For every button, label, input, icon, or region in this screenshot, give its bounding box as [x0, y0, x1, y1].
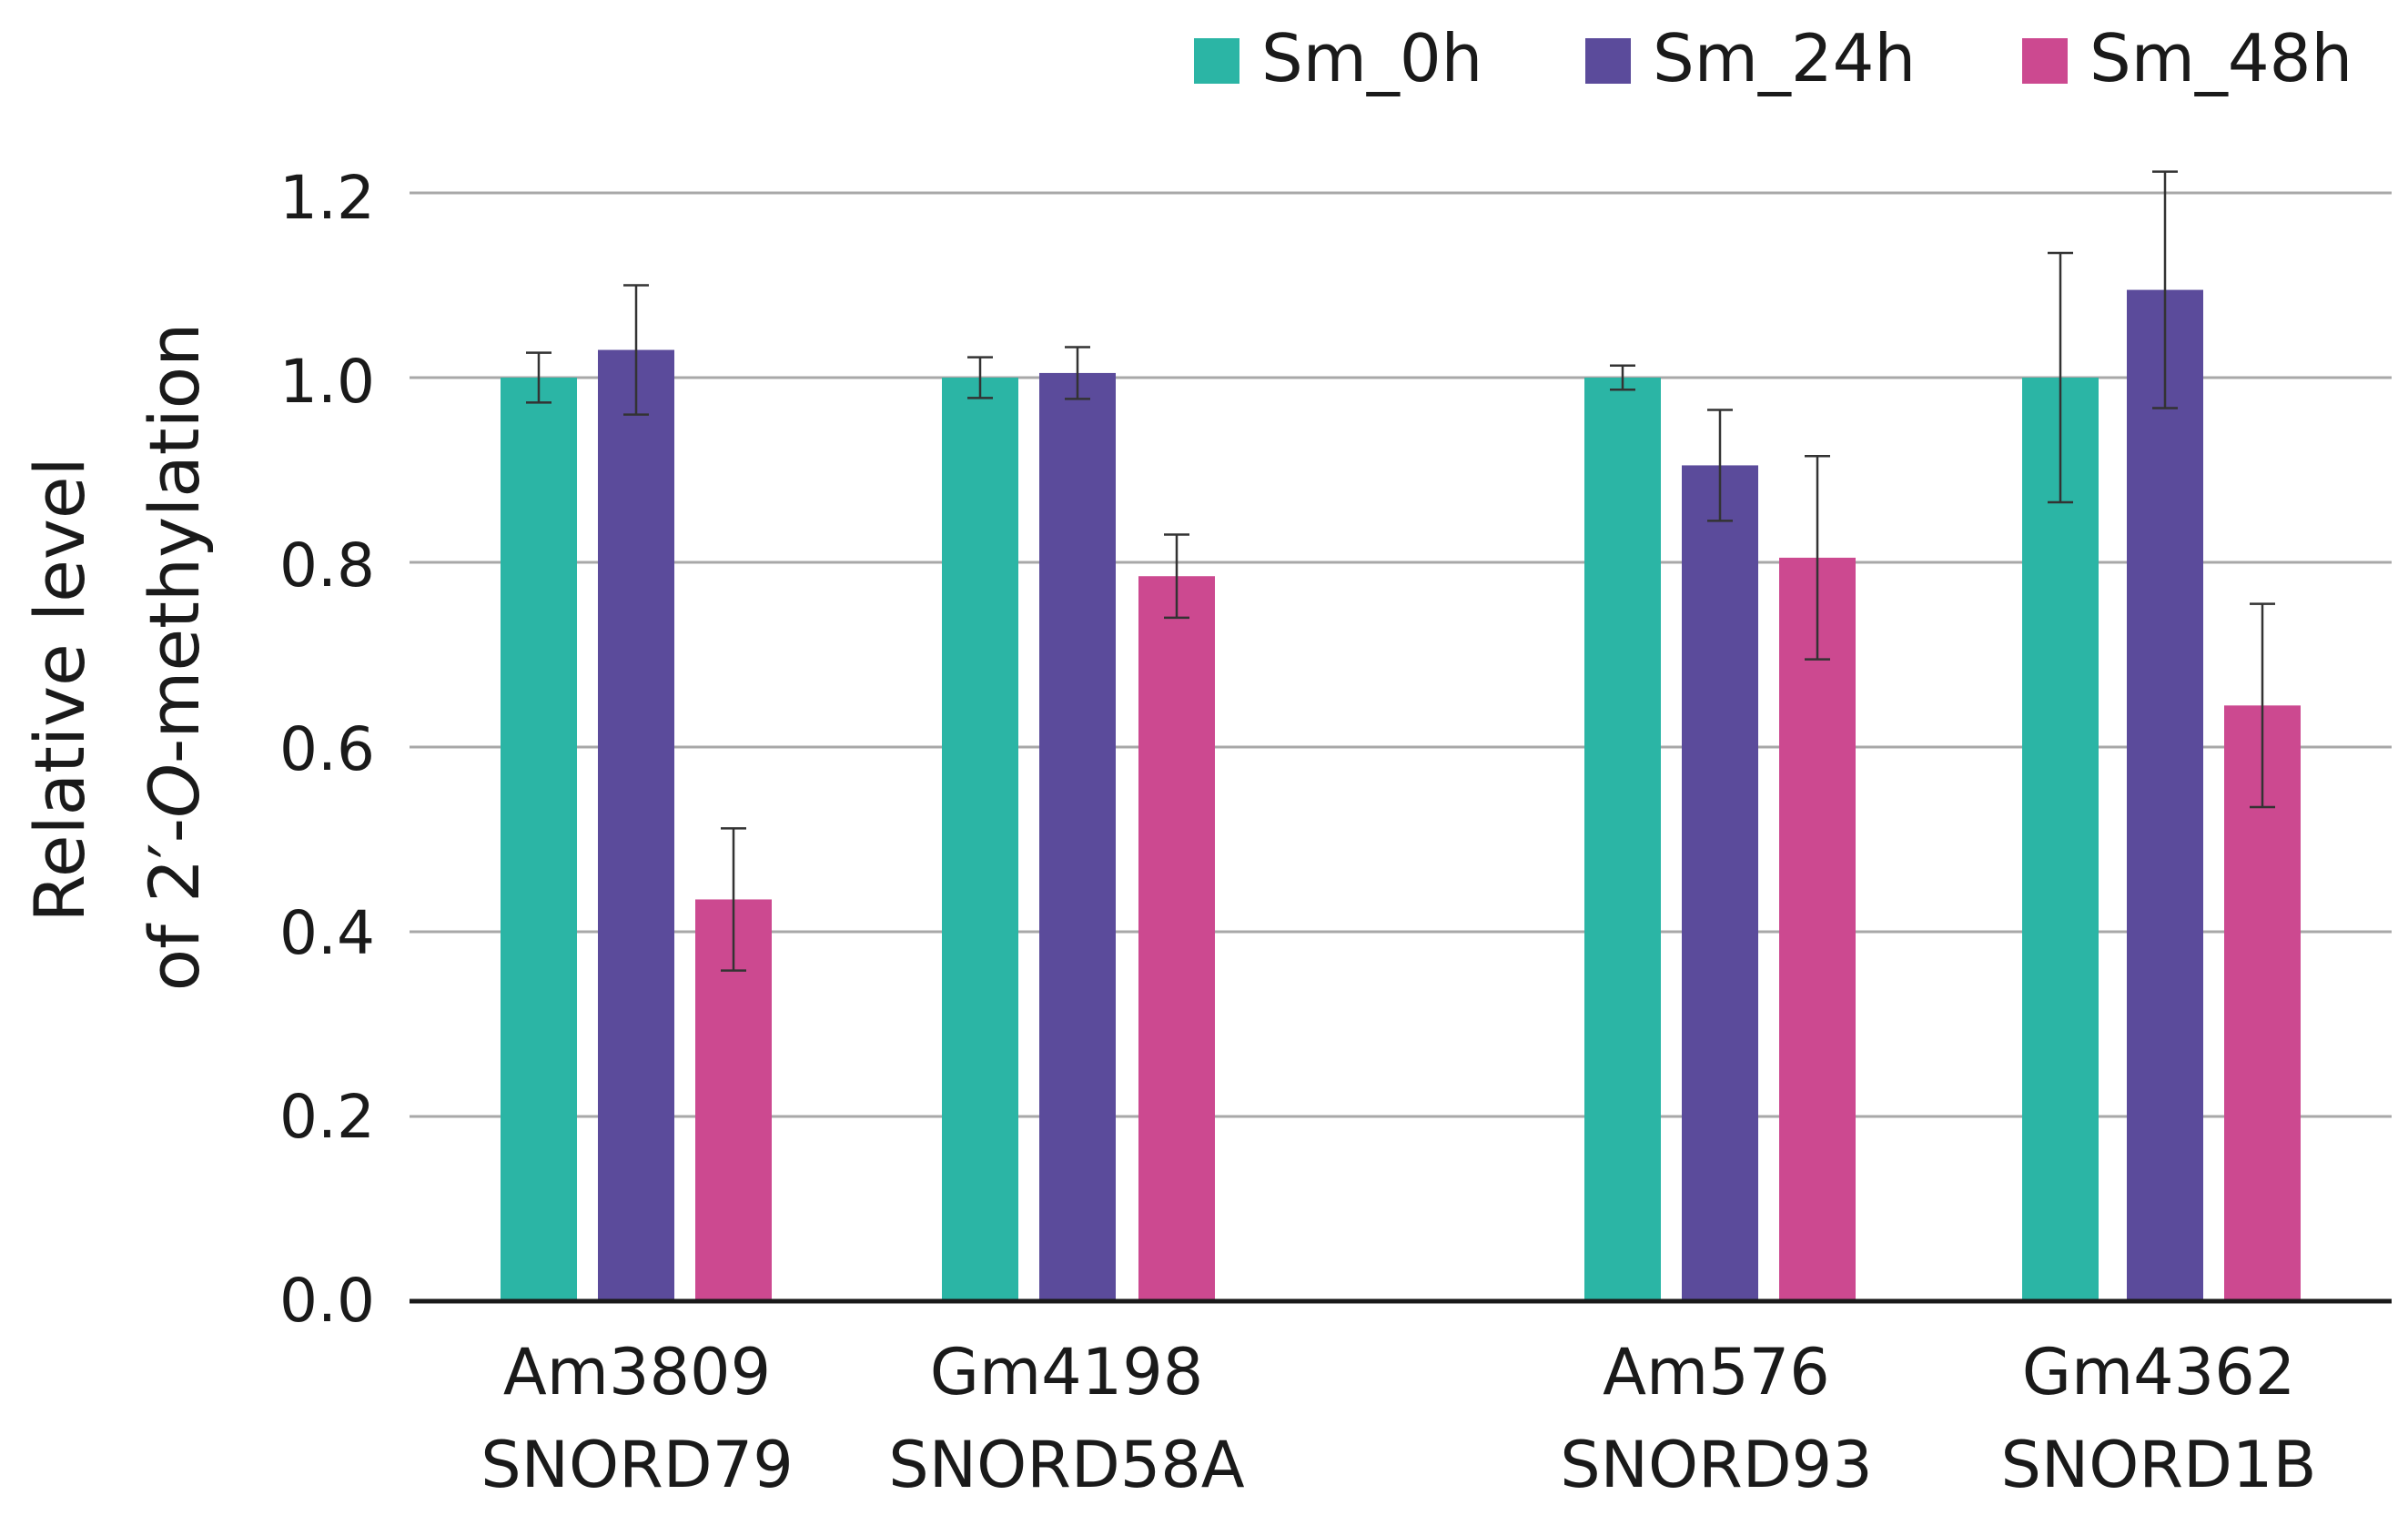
bar-gm4362-sm-24h — [2127, 289, 2203, 1302]
y-tick-label: 0.8 — [279, 530, 375, 601]
y-tick-label: 0.0 — [279, 1266, 375, 1336]
category-label-snord93: SNORD93 — [1560, 1428, 1873, 1502]
category-label-gm4198: Gm4198 — [930, 1335, 1204, 1409]
category-label-snord1b: SNORD1B — [2001, 1428, 2317, 1502]
category-label-snord58a: SNORD58A — [888, 1428, 1245, 1502]
y-axis-title-prefix: of 2′- — [134, 818, 215, 991]
error-bar-gm4362-sm-48h — [2250, 602, 2275, 809]
bar-gm4198-sm-48h — [1138, 576, 1215, 1301]
legend-swatch-sm-48h — [2022, 38, 2068, 84]
y-tick-label: 0.2 — [279, 1082, 375, 1152]
bar-am3809-sm-0h — [501, 378, 577, 1301]
legend-swatch-sm-24h — [1585, 38, 1631, 84]
error-bar-gm4198-sm-0h — [967, 356, 993, 399]
bar-gm4198-sm-24h — [1039, 372, 1116, 1301]
category-label-snord79: SNORD79 — [481, 1428, 794, 1502]
y-tick-label: 1.0 — [279, 347, 375, 417]
error-bar-gm4198-sm-24h — [1065, 346, 1090, 400]
error-bars — [526, 170, 2275, 972]
bar-gm4362-sm-0h — [2022, 378, 2099, 1301]
x-category-labels: Am3809 SNORD79 Gm4198 SNORD58A Am576 SNO… — [481, 1335, 2316, 1502]
legend: Sm_0h Sm_24h Sm_48h — [1194, 20, 2352, 96]
bar-am3809-sm-24h — [598, 349, 674, 1301]
y-axis-title-italic: O — [134, 763, 215, 818]
category-label-gm4362: Gm4362 — [2022, 1335, 2296, 1409]
bar-am576-sm-0h — [1584, 378, 1661, 1301]
error-bar-am3809-sm-48h — [721, 827, 746, 972]
legend-swatch-sm-0h — [1194, 38, 1239, 84]
y-tick-label: 0.6 — [279, 714, 375, 784]
bar-am576-sm-48h — [1779, 557, 1856, 1301]
error-bar-am576-sm-48h — [1805, 455, 1830, 661]
y-tick-labels: 0.0 0.2 0.4 0.6 0.8 1.0 1.2 — [279, 163, 375, 1336]
y-axis-title-suffix: -methylation — [134, 323, 215, 763]
category-label-am576: Am576 — [1603, 1335, 1830, 1409]
legend-label-sm-24h: Sm_24h — [1653, 20, 1916, 96]
legend-label-sm-48h: Sm_48h — [2089, 20, 2352, 96]
error-bar-am576-sm-24h — [1707, 409, 1733, 522]
bar-am576-sm-24h — [1682, 465, 1758, 1301]
y-tick-label: 1.2 — [279, 163, 375, 233]
y-axis-title-line1: Relative level — [19, 457, 100, 922]
y-tick-label: 0.4 — [279, 898, 375, 968]
error-bar-gm4198-sm-48h — [1164, 533, 1189, 620]
error-bar-gm4362-sm-0h — [2048, 251, 2073, 504]
bar-gm4198-sm-0h — [942, 378, 1018, 1301]
category-label-am3809: Am3809 — [503, 1335, 771, 1409]
error-bar-am3809-sm-0h — [526, 351, 551, 404]
error-bar-am3809-sm-24h — [623, 284, 649, 416]
error-bar-am576-sm-0h — [1610, 364, 1635, 391]
legend-label-sm-0h: Sm_0h — [1261, 20, 1482, 96]
error-bar-gm4362-sm-24h — [2152, 170, 2178, 409]
bars — [501, 289, 2301, 1302]
y-axis-title-line2: of 2′-O-methylation — [134, 323, 215, 992]
